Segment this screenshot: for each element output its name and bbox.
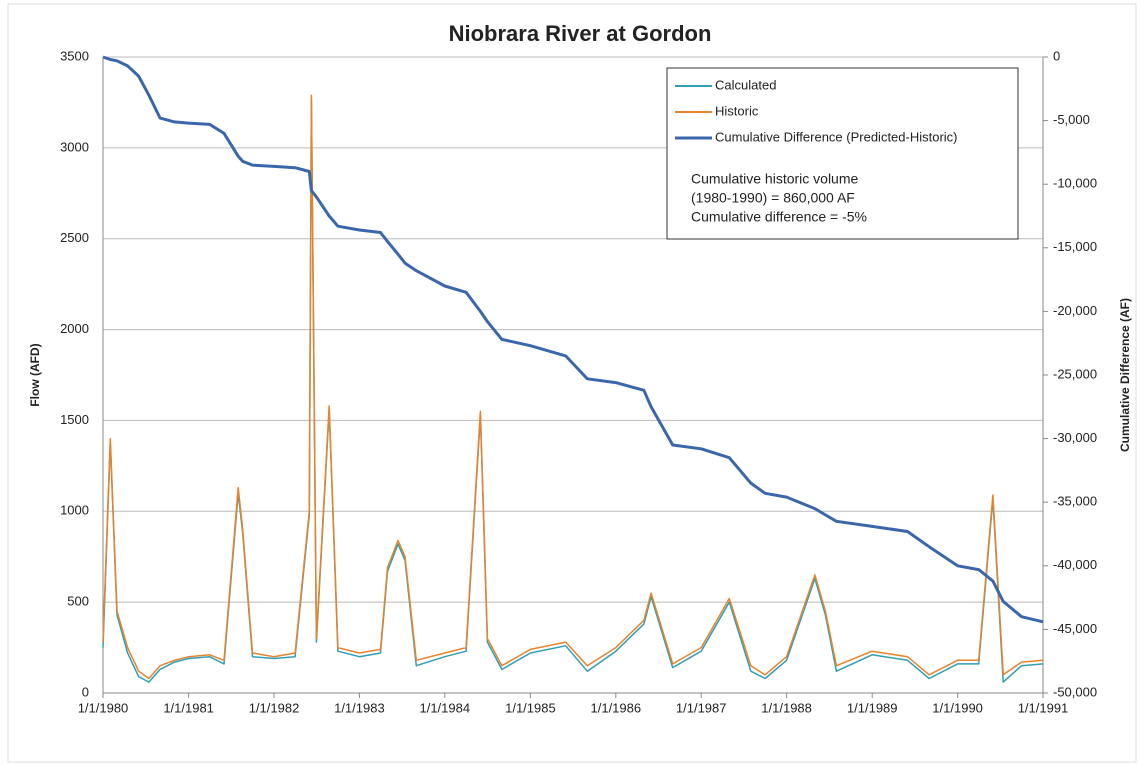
y2-tick-label: -30,000 bbox=[1053, 430, 1097, 445]
y-tick-label: 2500 bbox=[60, 230, 89, 245]
legend-label: Calculated bbox=[715, 77, 776, 92]
x-tick-label: 1/1/1986 bbox=[591, 700, 642, 715]
x-tick-label: 1/1/1981 bbox=[163, 700, 214, 715]
y2-tick-label: -40,000 bbox=[1053, 557, 1097, 572]
chart-frame bbox=[7, 3, 1137, 763]
y2-tick-label: -10,000 bbox=[1053, 176, 1097, 191]
x-tick-label: 1/1/1988 bbox=[761, 700, 812, 715]
y2-tick-label: -20,000 bbox=[1053, 303, 1097, 318]
x-tick-label: 1/1/1991 bbox=[1018, 700, 1069, 715]
annotation: (1980-1990) = 860,000 AF bbox=[691, 190, 855, 206]
x-tick-label: 1/1/1983 bbox=[334, 700, 385, 715]
y-tick-label: 3000 bbox=[60, 139, 89, 154]
y2-tick-label: -25,000 bbox=[1053, 366, 1097, 381]
y-tick-label: 0 bbox=[82, 684, 89, 699]
y-axis-label: Flow (AFD) bbox=[28, 343, 42, 406]
legend-box bbox=[666, 67, 1019, 240]
annotation: Cumulative historic volume bbox=[691, 171, 858, 187]
y2-tick-label: -5,000 bbox=[1053, 112, 1090, 127]
x-tick-label: 1/1/1984 bbox=[419, 700, 470, 715]
y2-tick-label: -50,000 bbox=[1053, 684, 1097, 699]
x-tick-label: 1/1/1985 bbox=[505, 700, 556, 715]
y-tick-label: 1000 bbox=[60, 503, 89, 518]
y2-tick-label: -35,000 bbox=[1053, 494, 1097, 509]
chart-title: Niobrara River at Gordon bbox=[449, 21, 712, 46]
legend-label: Historic bbox=[715, 103, 759, 118]
y-tick-label: 3500 bbox=[60, 48, 89, 63]
x-tick-label: 1/1/1987 bbox=[676, 700, 727, 715]
x-tick-label: 1/1/1989 bbox=[847, 700, 898, 715]
series-line bbox=[102, 94, 1044, 680]
x-tick-label: 1/1/1982 bbox=[249, 700, 300, 715]
y-tick-label: 2000 bbox=[60, 321, 89, 336]
y2-tick-label: 0 bbox=[1053, 48, 1060, 63]
x-tick-label: 1/1/1980 bbox=[78, 700, 129, 715]
legend-label: Cumulative Difference (Predicted-Histori… bbox=[715, 129, 958, 144]
x-tick-label: 1/1/1990 bbox=[932, 700, 983, 715]
annotation: Cumulative difference = -5% bbox=[691, 209, 867, 225]
y-tick-label: 1500 bbox=[60, 412, 89, 427]
y2-tick-label: -15,000 bbox=[1053, 239, 1097, 254]
series-line bbox=[102, 98, 1044, 683]
y-tick-label: 500 bbox=[67, 594, 89, 609]
y2-tick-label: -45,000 bbox=[1053, 621, 1097, 636]
y2-axis-label: Cumulative Difference (AF) bbox=[1118, 298, 1132, 452]
series-line bbox=[102, 55, 1044, 624]
